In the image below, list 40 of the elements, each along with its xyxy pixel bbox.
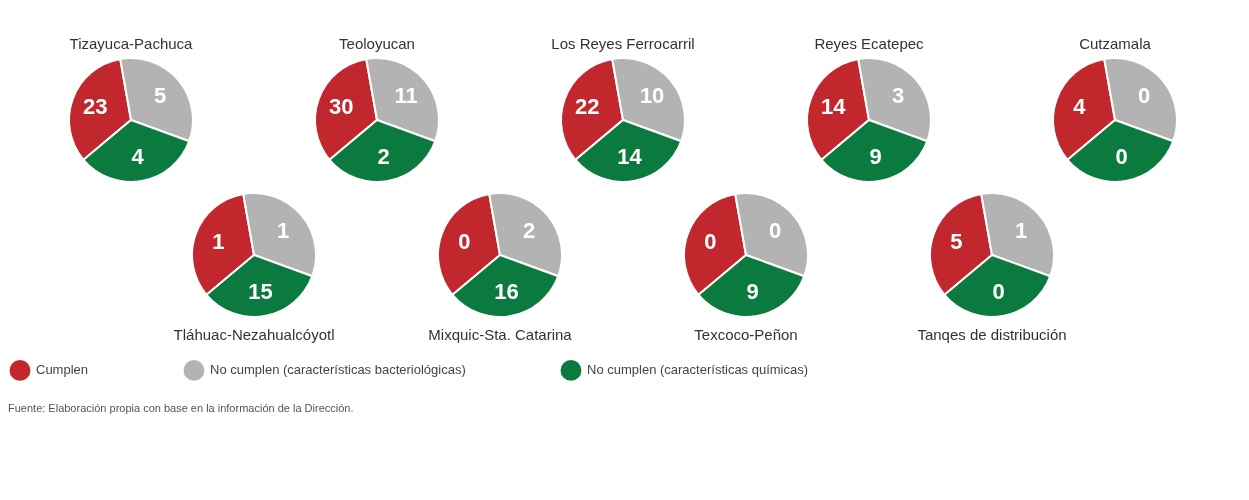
data-label: 0: [1137, 82, 1151, 108]
data-label: 9: [869, 144, 882, 170]
category-label: Tanqes de distribución: [917, 326, 1067, 343]
data-label: 0: [704, 229, 717, 254]
category-label: Teoloyucan: [339, 35, 415, 52]
data-label: 14: [821, 94, 847, 119]
data-label: 9: [746, 279, 759, 305]
category-label: Cutzamala: [1079, 35, 1152, 52]
data-label: 10: [639, 82, 665, 108]
data-label: 1: [212, 229, 225, 254]
category-label: Los Reyes Ferrocarril: [551, 35, 695, 52]
source-note: Fuente: Elaboración propia con base en la información de la Dirección.: [8, 402, 354, 414]
data-label: 4: [131, 144, 145, 170]
category-label: Mixquic-Sta. Catarina: [428, 326, 573, 343]
data-label: 15: [248, 279, 273, 305]
data-label: 2: [377, 144, 390, 170]
data-label: 0: [992, 279, 1005, 305]
category-label: Tláhuac-Nezahualcóyotl: [173, 326, 335, 343]
data-label: 22: [575, 94, 600, 119]
category-label: Tizayuca-Pachuca: [69, 35, 194, 52]
data-label: 1: [1014, 217, 1028, 243]
legend-label: Cumplen: [36, 362, 89, 378]
data-label: 16: [494, 279, 519, 305]
data-label: 11: [394, 82, 418, 108]
data-label: 0: [1115, 144, 1128, 170]
category-label: Texcoco-Peñon: [694, 326, 798, 343]
data-label: 23: [83, 94, 108, 119]
legend-label: No cumplen (características químicas): [587, 362, 809, 378]
data-label: 1: [276, 217, 290, 243]
data-label: 0: [458, 229, 471, 254]
data-label: 5: [950, 229, 963, 254]
data-label: 30: [329, 94, 354, 119]
category-label: Reyes Ecatepec: [814, 35, 925, 52]
data-label: 3: [891, 82, 905, 108]
data-label: 2: [522, 217, 536, 243]
data-label: 5: [153, 82, 167, 108]
legend-label: No cumplen (características bacteriológicas): [210, 362, 466, 378]
data-label: 4: [1073, 94, 1087, 119]
data-label: 0: [768, 217, 782, 243]
data-label: 14: [617, 144, 643, 170]
